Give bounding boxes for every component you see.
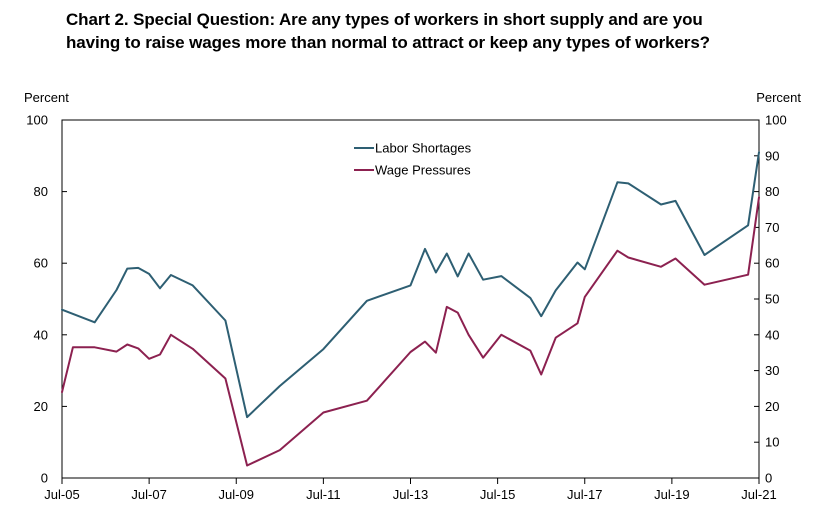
x-tick-label: Jul-05: [44, 487, 79, 502]
right-tick-label: 60: [765, 256, 779, 271]
legend: Labor Shortages Wage Pressures: [354, 141, 472, 178]
x-axis: Jul-05 Jul-07 Jul-09 Jul-11 Jul-13 Jul-15 Jul-…: [44, 478, 777, 502]
chart-title: Chart 2. Special Question: Are any types…: [66, 8, 806, 54]
left-tick-label: 40: [34, 327, 48, 342]
left-axis: 0 20 40 60 80 100: [26, 113, 67, 486]
right-axis: 0 10 20 30 40 50 60 70 80 90 100: [754, 113, 787, 486]
series-lines: [61, 151, 760, 467]
legend-label: Labor Shortages: [375, 141, 472, 156]
series-line-labor-shortages: [61, 151, 760, 419]
x-tick-label: Jul-15: [480, 487, 515, 502]
x-tick-label: Jul-09: [219, 487, 254, 502]
right-tick-label: 40: [765, 327, 779, 342]
x-tick-label: Jul-11: [306, 487, 340, 502]
right-tick-label: 10: [765, 435, 779, 450]
right-tick-label: 30: [765, 363, 779, 378]
right-tick-label: 90: [765, 148, 779, 163]
x-tick-label: Jul-13: [393, 487, 428, 502]
right-tick-label: 50: [765, 292, 779, 307]
right-tick-label: 70: [765, 220, 779, 235]
left-tick-label: 100: [26, 113, 48, 128]
right-tick-label: 0: [765, 471, 772, 486]
right-axis-label: Percent: [756, 90, 801, 105]
x-tick-label: Jul-17: [567, 487, 602, 502]
right-tick-label: 20: [765, 399, 779, 414]
left-axis-label: Percent: [24, 90, 69, 105]
right-tick-label: 80: [765, 184, 779, 199]
chart-title-line-1: Chart 2. Special Question: Are any types…: [66, 10, 703, 29]
chart-title-line-2: having to raise wages more than normal t…: [66, 33, 710, 52]
x-tick-label: Jul-07: [131, 487, 166, 502]
x-tick-label: Jul-19: [654, 487, 689, 502]
left-tick-label: 60: [34, 256, 48, 271]
left-tick-label: 20: [34, 399, 48, 414]
left-tick-label: 80: [34, 184, 48, 199]
legend-label: Wage Pressures: [375, 163, 471, 178]
right-tick-label: 100: [765, 113, 787, 128]
left-tick-label: 0: [41, 471, 48, 486]
series-line-wage-pressures: [61, 196, 760, 467]
x-tick-label: Jul-21: [741, 487, 776, 502]
